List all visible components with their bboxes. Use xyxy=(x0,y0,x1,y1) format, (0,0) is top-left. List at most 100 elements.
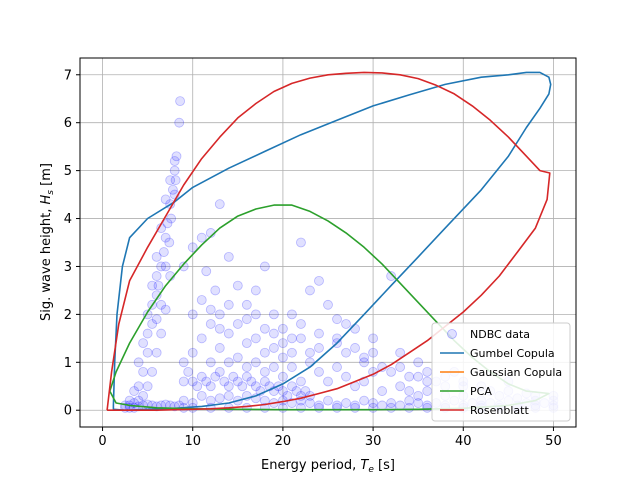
ndbc-data-point xyxy=(160,194,171,205)
legend-label-rosenblatt: Rosenblatt xyxy=(470,404,529,417)
ndbc-data-point xyxy=(246,376,257,387)
ndbc-data-point xyxy=(386,271,397,281)
ndbc-data-point xyxy=(151,271,162,281)
ndbc-data-point xyxy=(323,376,333,387)
y-tick-label: 5 xyxy=(64,164,72,179)
x-tick-label: 20 xyxy=(275,434,292,449)
ndbc-data-point xyxy=(138,366,149,377)
ndbc-data-point xyxy=(151,347,162,358)
ndbc-data-point xyxy=(250,357,261,368)
ndbc-data-point xyxy=(158,247,169,257)
ndbc-data-point xyxy=(142,381,153,392)
ndbc-data-point xyxy=(404,402,415,413)
ndbc-data-point xyxy=(241,338,252,349)
ndbc-data-point xyxy=(223,328,234,339)
ndbc-data-point xyxy=(156,299,167,310)
y-tick-label: 2 xyxy=(64,308,72,323)
gumbel-copula-contour xyxy=(112,71,552,411)
ndbc-data-point xyxy=(160,261,171,272)
ndbc-data-point xyxy=(171,151,182,162)
ndbc-data-point xyxy=(386,398,397,408)
ndbc-data-point xyxy=(174,117,185,128)
ndbc-data-point xyxy=(129,386,140,396)
ndbc-data-point xyxy=(323,299,333,310)
ndbc-data-point xyxy=(287,381,297,392)
ndbc-data-point xyxy=(205,319,216,329)
ndbc-data-point xyxy=(183,366,194,377)
ndbc-data-point xyxy=(422,402,433,413)
ndbc-data-point xyxy=(178,261,189,272)
ndbc-data-point xyxy=(305,285,315,296)
x-tick-label: 40 xyxy=(455,434,472,449)
ndbc-data-point xyxy=(142,328,153,339)
ndbc-data-point xyxy=(314,402,324,413)
ndbc-data-point xyxy=(162,218,173,229)
ndbc-data-point xyxy=(223,299,234,310)
ndbc-data-point xyxy=(296,333,306,344)
ndbc-data-point xyxy=(422,376,433,387)
ndbc-data-point xyxy=(413,371,424,382)
ndbc-data-point xyxy=(133,381,144,392)
ndbc-data-point xyxy=(160,304,171,315)
ndbc-data-point xyxy=(164,237,175,248)
ndbc-data-point xyxy=(341,398,351,408)
ndbc-data-point xyxy=(300,386,311,396)
y-tick-label: 4 xyxy=(64,212,72,227)
ndbc-data-point xyxy=(232,352,243,363)
ndbc-data-point xyxy=(178,357,189,368)
ndbc-data-point xyxy=(196,232,207,243)
ndbc-data-point xyxy=(133,357,144,368)
ndbc-data-point xyxy=(332,314,342,325)
pca-contour xyxy=(109,204,550,411)
ndbc-data-point xyxy=(178,395,189,406)
ndbc-data-point xyxy=(287,362,297,372)
ndbc-data-point xyxy=(296,319,306,329)
ndbc-data-point xyxy=(151,251,162,262)
y-tick-label: 6 xyxy=(64,116,72,131)
ndbc-data-point xyxy=(250,309,261,320)
ndbc-data-point xyxy=(377,386,388,396)
ndbc-data-point xyxy=(305,357,315,368)
ndbc-data-point xyxy=(214,323,225,334)
ndbc-data-point xyxy=(187,376,198,387)
ndbc-data-point xyxy=(278,338,288,349)
ndbc-data-point xyxy=(268,362,279,372)
ndbc-data-point xyxy=(237,381,248,392)
ndbc-data-point xyxy=(368,398,378,408)
ndbc-data-point xyxy=(341,319,351,329)
ndbc-data-point xyxy=(147,366,158,377)
ndbc-data-point xyxy=(386,402,397,413)
ndbc-data-point xyxy=(350,323,360,334)
ndbc-data-point xyxy=(228,371,239,382)
ndbc-data-point xyxy=(368,333,378,344)
ndbc-data-point xyxy=(278,323,288,334)
ndbc-data-point xyxy=(169,165,180,176)
ndbc-data-point xyxy=(314,343,324,353)
ndbc-data-point xyxy=(350,343,360,353)
ndbc-data-point xyxy=(259,366,270,377)
ndbc-data-point xyxy=(223,381,234,392)
ndbc-data-point xyxy=(287,333,297,344)
ndbc-data-point xyxy=(259,376,270,387)
ndbc-data-point xyxy=(278,352,288,363)
ndbc-data-point xyxy=(241,314,252,325)
ndbc-data-point xyxy=(422,386,433,396)
ndbc-data-point xyxy=(241,362,252,372)
ndbc-data-point xyxy=(314,328,324,339)
ndbc-data-point xyxy=(259,347,270,358)
ndbc-data-point xyxy=(404,371,415,382)
y-tick-label: 7 xyxy=(64,68,72,83)
ndbc-data-point xyxy=(341,347,351,358)
ndbc-data-point xyxy=(151,314,162,325)
ndbc-data-point xyxy=(413,390,424,401)
ndbc-data-point xyxy=(422,366,433,377)
ndbc-data-point xyxy=(291,386,302,396)
legend-marker-ndbc-data xyxy=(447,329,457,339)
ndbc-data-point xyxy=(138,390,149,401)
ndbc-data-point xyxy=(196,390,207,401)
ndbc-data-point xyxy=(232,319,243,329)
x-tick-label: 0 xyxy=(98,434,106,449)
ndbc-data-point xyxy=(187,242,198,253)
y-axis-label: Sig. wave height, Hs [m] xyxy=(39,163,56,321)
